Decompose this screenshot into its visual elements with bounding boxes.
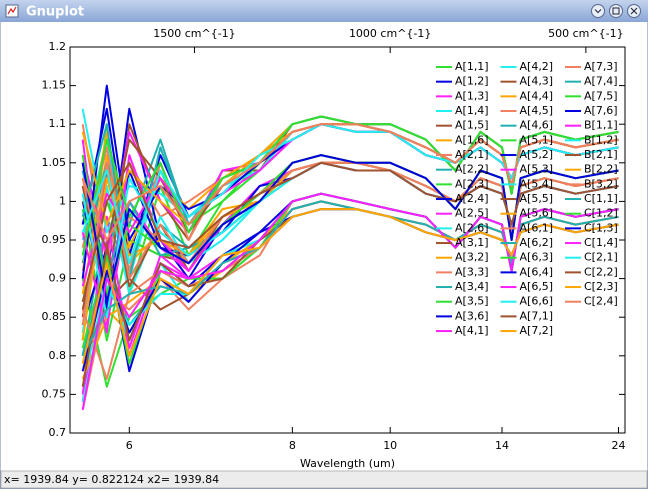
status-text: x= 1939.84 y= 0.822124 x2= 1939.84 [4, 473, 219, 486]
legend-label: A[4,3] [520, 75, 554, 88]
maximize-button[interactable] [609, 4, 623, 18]
legend-label: A[1,5] [455, 119, 489, 132]
legend-label: A[7,1] [520, 309, 554, 322]
legend-label: B[1,2] [584, 133, 618, 146]
legend-label: A[7,4] [584, 75, 618, 88]
legend-label: A[3,2] [455, 251, 489, 264]
legend-label: A[1,1] [455, 60, 489, 73]
legend-label: A[7,6] [584, 104, 618, 117]
y-tick-label: 0.7 [49, 426, 67, 439]
legend-label: B[1,1] [584, 119, 618, 132]
legend-label: A[3,4] [455, 280, 489, 293]
legend-label: C[1,1] [584, 192, 618, 205]
x2-tick-label: 1000 cm^{-1} [349, 27, 431, 40]
legend-label: A[3,3] [455, 265, 489, 278]
legend-label: A[1,2] [455, 75, 489, 88]
legend-label: A[4,6] [520, 119, 554, 132]
y-tick-label: 1 [59, 194, 66, 207]
close-glyph [630, 7, 638, 15]
legend-label: A[3,1] [455, 236, 489, 249]
legend-label: A[7,3] [584, 60, 618, 73]
legend-label: A[3,6] [455, 309, 489, 322]
legend-label: A[6,6] [520, 295, 554, 308]
title-bar [0, 0, 648, 22]
legend-label: C[2,4] [584, 295, 618, 308]
legend-label: A[2,5] [455, 207, 489, 220]
legend-label: A[1,3] [455, 89, 489, 102]
plot: 0.7 0.75 0.8 0.85 0.9 0.95 1 1.05 1.1 1.15 1.2 6 8 10… [42, 27, 626, 470]
legend-label: A[5,1] [520, 133, 554, 146]
legend-label: A[6,5] [520, 280, 554, 293]
y-tick-label: 1.1 [49, 117, 67, 130]
legend-label: B[3,2] [584, 177, 618, 190]
series-line [81, 192, 619, 410]
legend-label: A[6,3] [520, 251, 554, 264]
minimize-button[interactable] [591, 4, 605, 18]
legend-label: A[2,4] [455, 192, 489, 205]
x-tick-label: 6 [126, 439, 133, 452]
minimize-glyph [594, 9, 602, 14]
series-line [81, 154, 619, 303]
legend-label: A[3,5] [455, 295, 489, 308]
legend-label: A[4,1] [455, 324, 489, 337]
legend-label: A[1,6] [455, 133, 489, 146]
y-tick-label: 1.15 [42, 79, 67, 92]
x2-tick-label: 500 cm^{-1} [548, 27, 623, 40]
y-tick-label: 0.85 [42, 310, 67, 323]
legend-label: C[1,3] [584, 221, 618, 234]
x-tick-label: 8 [289, 439, 296, 452]
maximize-glyph [612, 7, 620, 15]
legend-label: C[1,4] [584, 236, 618, 249]
window-buttons[interactable] [591, 4, 641, 18]
legend-label: A[2,2] [455, 163, 489, 176]
y-tick-label: 0.75 [42, 387, 67, 400]
legend-label: A[5,6] [520, 207, 554, 220]
x2-tick-label: 1500 cm^{-1} [153, 27, 235, 40]
y-tick-label: 0.8 [49, 349, 67, 362]
legend-label: A[1,4] [455, 104, 489, 117]
legend-label: A[7,2] [520, 324, 554, 337]
series-line [81, 123, 619, 265]
y-tick-label: 0.9 [49, 272, 67, 285]
x-axis-label: Wavelength (um) [300, 457, 395, 470]
legend-label: A[6,1] [520, 221, 554, 234]
legend: A[1,1] A[1,2]A[1,3] A[1,4] A[1,5]A[1,6] A[2,… [436, 60, 618, 337]
legend-label: C[2,3] [584, 280, 618, 293]
x-tick-label: 14 [495, 439, 509, 452]
legend-label: C[2,2] [584, 265, 618, 278]
status-bar [0, 470, 648, 489]
legend-label: C[1,2] [584, 207, 618, 220]
x-tick-label: 24 [611, 439, 625, 452]
y-tick-label: 0.95 [42, 233, 67, 246]
legend-label: A[5,3] [520, 163, 554, 176]
series-line [81, 123, 619, 241]
window-icon [5, 4, 19, 18]
series-line [81, 115, 619, 256]
legend-label: A[7,5] [584, 89, 618, 102]
window-title: Gnuplot [26, 5, 84, 20]
legend-label: A[2,1] [455, 148, 489, 161]
series-line [81, 208, 619, 364]
y-tick-label: 1.2 [49, 40, 67, 53]
legend-label: A[2,3] [455, 177, 489, 190]
legend-label: A[6,4] [520, 265, 554, 278]
legend-label: B[2,1] [584, 148, 618, 161]
legend-label: A[4,2] [520, 60, 554, 73]
legend-label: A[2,6] [455, 221, 489, 234]
legend-label: A[4,4] [520, 89, 554, 102]
legend-label: A[4,5] [520, 104, 554, 117]
legend-label: C[2,1] [584, 251, 618, 264]
y-tick-label: 1.05 [42, 156, 67, 169]
series-lines [81, 84, 619, 411]
legend-label: A[5,4] [520, 177, 554, 190]
legend-label: B[2,2] [584, 163, 618, 176]
legend-label: A[6,2] [520, 236, 554, 249]
legend-label: A[5,5] [520, 192, 554, 205]
x-tick-label: 10 [383, 439, 397, 452]
legend-label: A[5,2] [520, 148, 554, 161]
series-line [81, 161, 619, 303]
